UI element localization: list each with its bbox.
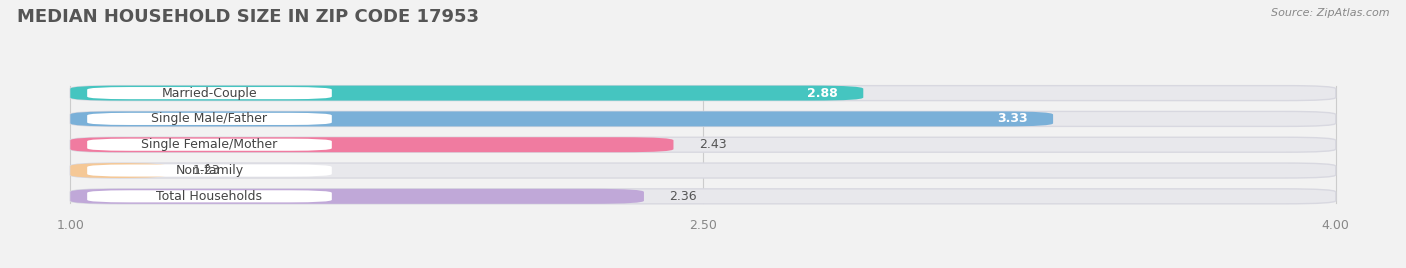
FancyBboxPatch shape <box>70 111 1336 126</box>
FancyBboxPatch shape <box>70 189 644 204</box>
FancyBboxPatch shape <box>70 163 1336 178</box>
FancyBboxPatch shape <box>70 85 863 100</box>
Text: 2.88: 2.88 <box>807 87 838 100</box>
Text: Total Households: Total Households <box>156 190 263 203</box>
Text: 2.36: 2.36 <box>669 190 697 203</box>
FancyBboxPatch shape <box>87 87 332 99</box>
FancyBboxPatch shape <box>70 137 1336 152</box>
Text: Married-Couple: Married-Couple <box>162 87 257 100</box>
FancyBboxPatch shape <box>70 137 673 152</box>
FancyBboxPatch shape <box>87 165 332 177</box>
FancyBboxPatch shape <box>70 163 167 178</box>
Text: Non-family: Non-family <box>176 164 243 177</box>
Text: 1.23: 1.23 <box>193 164 221 177</box>
Text: Single Male/Father: Single Male/Father <box>152 112 267 125</box>
Text: Source: ZipAtlas.com: Source: ZipAtlas.com <box>1271 8 1389 18</box>
FancyBboxPatch shape <box>87 190 332 202</box>
FancyBboxPatch shape <box>70 189 1336 204</box>
Text: Single Female/Mother: Single Female/Mother <box>142 138 277 151</box>
Text: 3.33: 3.33 <box>997 112 1028 125</box>
Text: MEDIAN HOUSEHOLD SIZE IN ZIP CODE 17953: MEDIAN HOUSEHOLD SIZE IN ZIP CODE 17953 <box>17 8 479 26</box>
Text: 2.43: 2.43 <box>699 138 727 151</box>
FancyBboxPatch shape <box>70 111 1053 126</box>
FancyBboxPatch shape <box>87 139 332 151</box>
FancyBboxPatch shape <box>87 113 332 125</box>
FancyBboxPatch shape <box>70 85 1336 100</box>
